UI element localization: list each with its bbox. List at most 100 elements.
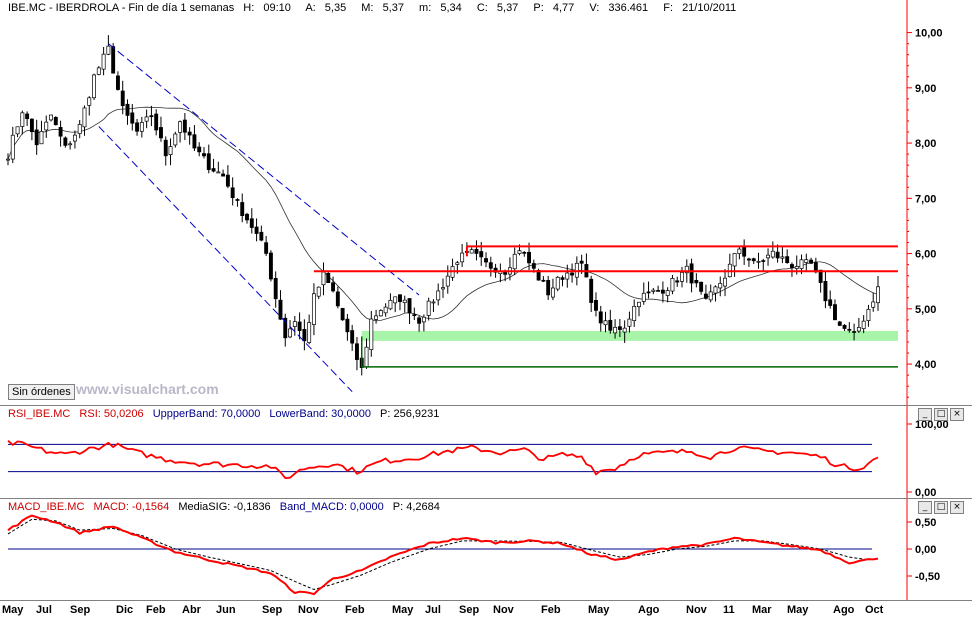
- rsi-maximize-button[interactable]: □: [934, 408, 948, 421]
- candle-body: [407, 298, 412, 314]
- candle-body: [268, 252, 273, 280]
- candle-body: [570, 272, 575, 276]
- candle-body: [120, 90, 125, 107]
- rsi-upper-band: UppperBand: 70,0000: [152, 408, 261, 420]
- candle-body: [718, 283, 723, 289]
- candle-body: [187, 131, 192, 136]
- candle-body: [531, 263, 536, 269]
- x-tick-label: Sep: [70, 604, 91, 616]
- candle-body: [818, 269, 823, 283]
- rsi-minimize-button[interactable]: _: [918, 408, 932, 421]
- y-tick-label: 4,00: [915, 359, 936, 371]
- candle-body: [77, 124, 82, 134]
- mi-label: m:: [419, 2, 432, 14]
- macd-line: [7, 514, 879, 596]
- candle-body: [641, 292, 646, 302]
- candle-body: [302, 329, 307, 342]
- candle-body: [44, 121, 49, 131]
- macd-close-button[interactable]: ×: [950, 501, 964, 514]
- candle-body: [20, 112, 25, 127]
- a-label: A:: [305, 2, 316, 14]
- macd-header: MACD_IBE.MC MACD: -0,1564 MediaSIG: -0,1…: [8, 501, 446, 513]
- x-tick-label: Ago: [638, 604, 660, 616]
- candle-body: [326, 272, 331, 283]
- candle-body: [278, 299, 283, 320]
- candle-body: [574, 262, 579, 278]
- a-value: 5,35: [324, 2, 347, 14]
- candle-body: [225, 174, 230, 187]
- x-tick-label: Jun: [216, 604, 236, 616]
- candle-body: [780, 256, 785, 259]
- candle-body: [417, 317, 422, 324]
- x-tick-label: Ago: [833, 604, 855, 616]
- candle-body: [603, 320, 608, 326]
- rsi-p: P: 256,9231: [380, 408, 440, 420]
- panel-separator[interactable]: [0, 498, 972, 499]
- x-tick-label: Sep: [459, 604, 480, 616]
- candle-body: [732, 253, 737, 267]
- rsi-window-controls: _ □ ×: [918, 408, 964, 421]
- candle-body: [670, 278, 675, 292]
- candle-body: [139, 122, 144, 132]
- candle-body: [637, 301, 641, 308]
- candle-body: [856, 327, 861, 332]
- rsi-close-button[interactable]: ×: [950, 408, 964, 421]
- candle-body: [350, 330, 355, 344]
- panel-separator[interactable]: [0, 405, 972, 406]
- candle-body: [388, 300, 393, 310]
- candle-body: [737, 248, 742, 254]
- candle-body: [756, 260, 761, 263]
- p-label: P:: [533, 2, 544, 14]
- trend-channel-upper: [108, 43, 420, 296]
- macd-minimize-button[interactable]: _: [918, 501, 932, 514]
- candle-body: [689, 263, 694, 284]
- candle-body: [550, 287, 555, 298]
- x-tick-label: Mar: [752, 604, 772, 616]
- p-value: 4,77: [552, 2, 575, 14]
- candle-body: [378, 310, 383, 317]
- candle-body: [230, 187, 235, 199]
- candle-body: [479, 251, 484, 258]
- candle-body: [660, 289, 665, 294]
- candle-body: [96, 67, 101, 75]
- candle-body: [355, 343, 359, 360]
- macd-panel[interactable]: 0,50 0,00 -0,50 MACD_IBE.MC MACD: -0,1564 …: [0, 499, 972, 600]
- candle-body: [512, 253, 517, 270]
- candle-body: [751, 258, 756, 262]
- candle-body: [72, 134, 77, 142]
- x-tick-label: Feb: [146, 604, 166, 616]
- macd-p: P: 4,2684: [392, 501, 440, 513]
- candle-body: [469, 249, 474, 254]
- sin-ordenes-button[interactable]: Sin órdenes: [8, 384, 75, 400]
- candle-body: [321, 271, 326, 286]
- candle-body: [173, 133, 178, 146]
- candle-body: [713, 286, 718, 294]
- macd-name: MACD_IBE.MC: [8, 501, 85, 513]
- candle-body: [345, 318, 350, 333]
- candle-body: [211, 168, 216, 172]
- candle-body: [364, 346, 369, 368]
- candle-body: [746, 258, 751, 261]
- candle-body: [82, 107, 87, 128]
- candle-body: [565, 272, 570, 280]
- rsi-y-tick-label: 100,00: [915, 419, 949, 431]
- candle-body: [87, 97, 92, 106]
- candle-body: [809, 259, 814, 264]
- candle-body: [876, 286, 880, 304]
- x-tick-label: Oct: [865, 604, 884, 616]
- y-tick-label: 7,00: [915, 193, 936, 205]
- macd-y-tick-label: 0,00: [915, 544, 936, 556]
- c-value: 5,37: [496, 2, 519, 14]
- v-label: V:: [589, 2, 600, 14]
- candle-body: [235, 199, 240, 201]
- price-panel[interactable]: 10,00 9,00 8,00 7,00 6,00 5,00 4,00 IBE.MC - I…: [0, 0, 972, 405]
- candle-body: [675, 280, 680, 283]
- candle-body: [340, 308, 345, 321]
- candle-body: [240, 202, 245, 216]
- candle-body: [560, 277, 565, 280]
- candle-body: [723, 277, 727, 287]
- rsi-panel[interactable]: 100,00 0,00 RSI_IBE.MC RSI: 50,0206 Upppe…: [0, 406, 972, 498]
- candle-body: [617, 326, 622, 330]
- price-chart: 10,00 9,00 8,00 7,00 6,00 5,00 4,00: [6, 0, 943, 405]
- macd-maximize-button[interactable]: □: [934, 501, 948, 514]
